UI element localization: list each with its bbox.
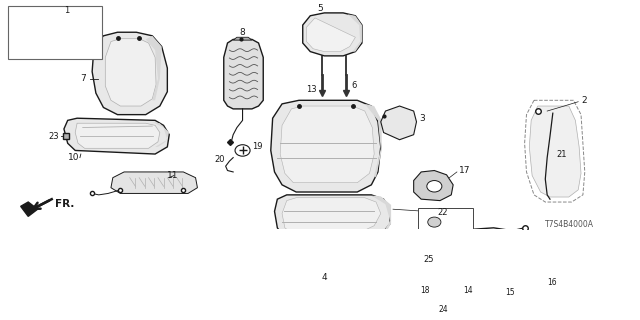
Polygon shape xyxy=(92,32,167,115)
Polygon shape xyxy=(303,13,362,56)
Circle shape xyxy=(427,180,442,192)
Polygon shape xyxy=(282,198,381,233)
Polygon shape xyxy=(529,106,581,197)
Text: FR.: FR. xyxy=(54,199,74,209)
Text: 18: 18 xyxy=(420,286,429,295)
Text: 6: 6 xyxy=(351,82,357,91)
Polygon shape xyxy=(413,171,453,201)
Text: 15: 15 xyxy=(506,288,515,297)
Polygon shape xyxy=(20,202,38,216)
Polygon shape xyxy=(64,118,169,154)
Bar xyxy=(8,6,102,60)
Polygon shape xyxy=(76,123,160,148)
Text: 12: 12 xyxy=(440,208,451,217)
Polygon shape xyxy=(152,122,169,147)
Text: 5: 5 xyxy=(318,4,324,13)
Text: 10: 10 xyxy=(68,153,79,162)
Polygon shape xyxy=(106,39,156,106)
Polygon shape xyxy=(271,100,381,192)
Polygon shape xyxy=(233,37,252,40)
Text: 16: 16 xyxy=(547,278,557,287)
Text: 21: 21 xyxy=(557,149,567,158)
Polygon shape xyxy=(365,104,381,178)
Text: 19: 19 xyxy=(252,142,262,151)
Text: 17: 17 xyxy=(459,166,470,175)
Polygon shape xyxy=(275,195,390,240)
Text: 20: 20 xyxy=(214,155,225,164)
Text: 2: 2 xyxy=(581,96,587,105)
Polygon shape xyxy=(421,236,449,254)
Text: 3: 3 xyxy=(419,114,425,123)
Polygon shape xyxy=(111,172,197,193)
Text: 25: 25 xyxy=(423,255,433,264)
Ellipse shape xyxy=(531,279,545,285)
Text: T7S4B4000A: T7S4B4000A xyxy=(545,220,595,229)
Text: 8: 8 xyxy=(240,28,245,37)
Text: 14: 14 xyxy=(463,286,473,295)
Text: 11: 11 xyxy=(167,171,179,180)
Polygon shape xyxy=(348,14,362,52)
Text: 4: 4 xyxy=(321,274,327,283)
Polygon shape xyxy=(525,100,585,202)
Text: 13: 13 xyxy=(307,85,317,94)
Polygon shape xyxy=(224,39,263,109)
Text: 23: 23 xyxy=(49,132,60,140)
Bar xyxy=(419,208,473,265)
Text: 24: 24 xyxy=(439,305,449,314)
Polygon shape xyxy=(307,18,355,52)
Text: 22: 22 xyxy=(437,208,447,217)
Circle shape xyxy=(428,217,441,227)
Text: 7: 7 xyxy=(80,74,86,83)
Text: 1: 1 xyxy=(64,5,69,14)
Polygon shape xyxy=(277,254,376,274)
Circle shape xyxy=(235,145,250,156)
Polygon shape xyxy=(371,196,391,236)
Polygon shape xyxy=(146,36,162,100)
Polygon shape xyxy=(280,106,374,183)
Polygon shape xyxy=(381,106,417,140)
